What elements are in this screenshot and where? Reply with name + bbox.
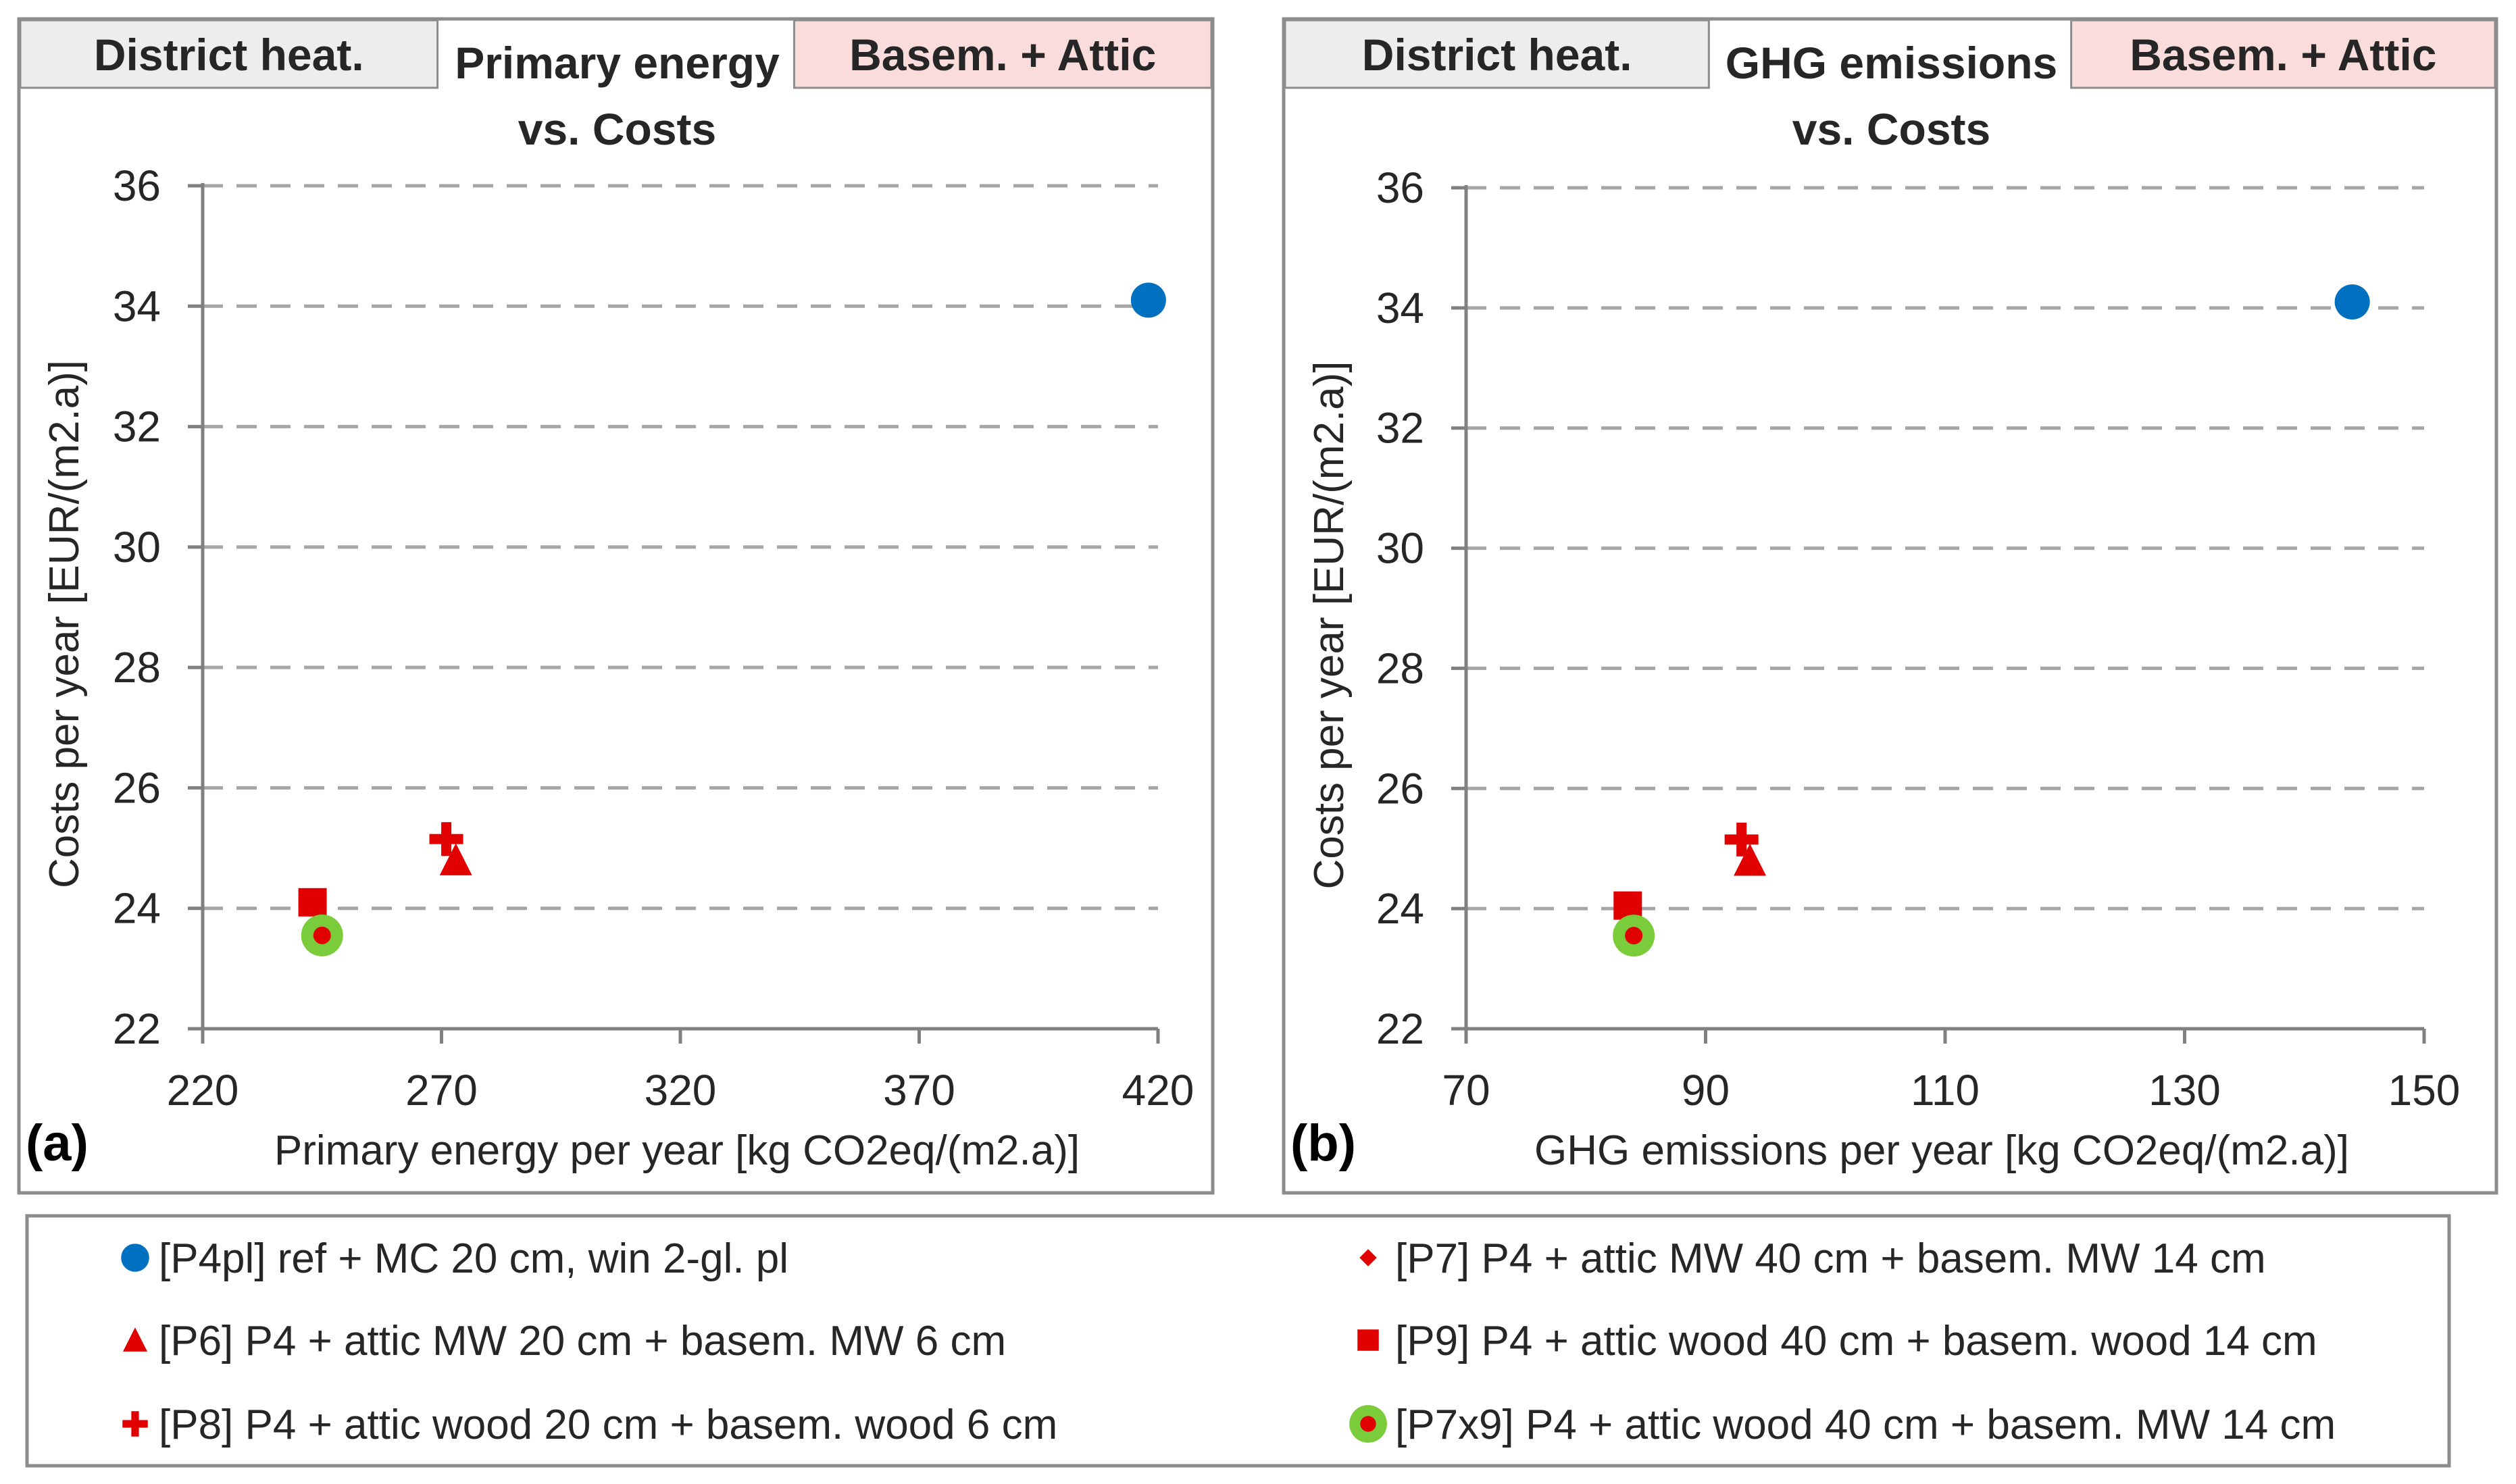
chart-b-y-tick-label-28: 28 <box>1376 644 1424 692</box>
chart-b-title-line-1: GHG emissions <box>1726 38 2058 88</box>
chart-b-y-tick-label-30: 30 <box>1376 524 1424 573</box>
chart-a-y-tick-label-36: 36 <box>113 161 161 210</box>
chart-b-x-tick-label-90: 90 <box>1682 1066 1730 1115</box>
chart-b-tab-right-label: Basem. + Attic <box>2130 30 2436 80</box>
chart-a-point-p6 <box>439 843 472 875</box>
chart-panel-a: District heat. Basem. + Attic Primary ener… <box>17 17 1215 1195</box>
chart-b-tab-left <box>1284 19 1710 89</box>
chart-b-point-p6 <box>1734 844 1767 876</box>
chart-a-y-axis-label: Costs per year [EUR/(m2.a)] <box>41 360 88 888</box>
chart-a-frame <box>17 17 1215 1195</box>
legend-marker-1-shape <box>121 1244 149 1272</box>
chart-b-point-p8 <box>1724 822 1759 856</box>
legend-marker-6-center <box>1360 1416 1376 1432</box>
chart-a-y-tick-label-24: 24 <box>113 884 161 933</box>
chart-a-point-p8 <box>429 822 463 856</box>
chart-a-tab-left <box>19 19 439 89</box>
chart-a-point-p7x9-center <box>313 926 331 944</box>
chart-b-point-p4pl-shape <box>2334 284 2370 319</box>
legend-label-2: [P7] P4 + attic MW 40 cm + basem. MW 14 … <box>1395 1235 2266 1282</box>
chart-b-point-p8-bar-v <box>1736 822 1747 856</box>
chart-a-x-tick-label-320: 320 <box>645 1066 717 1115</box>
chart-a-y-tick-label-30: 30 <box>113 523 161 571</box>
chart-b-title-line-2: vs. Costs <box>1792 104 1990 154</box>
chart-b-x-tick-label-150: 150 <box>2388 1066 2461 1115</box>
chart-b-frame <box>1282 17 2498 1195</box>
chart-a-tab-right <box>792 19 1213 89</box>
chart-a-point-p8-bar-v <box>441 822 452 856</box>
chart-b-x-tick-label-110: 110 <box>1911 1066 1980 1115</box>
chart-a-point-p6-shape <box>439 843 472 875</box>
chart-b-x-tick-label-130: 130 <box>2148 1066 2221 1115</box>
chart-a-panel-label: (a) <box>26 1115 89 1172</box>
chart-b-tab-left-label: District heat. <box>1362 30 1632 80</box>
chart-b-point-p6-shape <box>1734 844 1767 876</box>
legend-marker-2-shape <box>1359 1249 1377 1266</box>
chart-b-x-tick-label-70: 70 <box>1442 1066 1490 1115</box>
legend-marker-4-shape <box>1357 1329 1379 1351</box>
chart-a-point-p9-shape <box>298 888 327 917</box>
chart-b-y-tick-label-24: 24 <box>1376 884 1424 933</box>
legend: [P4pl] ref + MC 20 cm, win 2-gl. pl [P7] … <box>25 1214 2451 1468</box>
legend-marker-1 <box>121 1244 149 1272</box>
chart-b-y-tick-label-22: 22 <box>1376 1004 1424 1053</box>
chart-a-point-p4pl <box>1130 282 1166 318</box>
chart-a-title-line-1: Primary energy <box>455 38 780 88</box>
chart-a-y-tick-label-22: 22 <box>113 1004 161 1053</box>
chart-b-y-tick-label-32: 32 <box>1376 404 1424 453</box>
legend-label-5: [P8] P4 + attic wood 20 cm + basem. wood… <box>159 1402 1057 1448</box>
chart-b-point-p7x9-center <box>1625 927 1643 945</box>
chart-a-x-tick-label-270: 270 <box>405 1066 478 1115</box>
legend-label-1: [P4pl] ref + MC 20 cm, win 2-gl. pl <box>159 1235 788 1282</box>
chart-a-tab-left-label: District heat. <box>94 30 364 80</box>
chart-b-point-p4pl <box>2334 284 2370 319</box>
legend-marker-4 <box>1357 1329 1379 1351</box>
chart-a-x-tick-label-220: 220 <box>167 1066 239 1115</box>
chart-a-point-p9 <box>298 888 327 917</box>
chart-b-x-axis-label: GHG emissions per year [kg CO2eq/(m2.a)] <box>1534 1127 2349 1174</box>
legend-label-6: [P7x9] P4 + attic wood 40 cm + basem. MW… <box>1395 1402 2336 1448</box>
chart-a-y-tick-label-34: 34 <box>113 282 161 330</box>
legend-marker-3-shape <box>123 1327 147 1352</box>
chart-b-panel-label: (b) <box>1290 1115 1356 1172</box>
chart-b-y-tick-label-26: 26 <box>1376 764 1424 813</box>
legend-frame <box>25 1214 2451 1468</box>
chart-a-x-axis-label: Primary energy per year [kg CO2eq/(m2.a)… <box>274 1127 1080 1174</box>
chart-a-tab-right-label: Basem. + Attic <box>849 30 1156 80</box>
chart-panel-b: District heat. Basem. + Attic GHG emission… <box>1282 17 2498 1195</box>
legend-marker-3 <box>123 1327 147 1352</box>
legend-marker-5 <box>122 1411 148 1437</box>
chart-b-y-tick-label-34: 34 <box>1376 284 1424 332</box>
chart-b-point-p7x9 <box>1613 915 1655 957</box>
chart-a-x-tick-label-370: 370 <box>883 1066 955 1115</box>
chart-a-x-tick-label-420: 420 <box>1122 1066 1194 1115</box>
legend-label-4: [P9] P4 + attic wood 40 cm + basem. wood… <box>1395 1318 2317 1364</box>
legend-marker-5-bar-v <box>131 1411 139 1437</box>
chart-a-title-line-2: vs. Costs <box>518 104 716 154</box>
chart-b-y-axis-label: Costs per year [EUR/(m2.a)] <box>1306 361 1353 889</box>
legend-marker-2 <box>1359 1249 1377 1266</box>
chart-b-y-tick-label-36: 36 <box>1376 163 1424 212</box>
chart-a-y-tick-label-26: 26 <box>113 763 161 812</box>
chart-a-y-tick-label-28: 28 <box>113 643 161 692</box>
legend-label-3: [P6] P4 + attic MW 20 cm + basem. MW 6 c… <box>159 1318 1006 1364</box>
chart-a-point-p4pl-shape <box>1130 282 1166 318</box>
legend-marker-6 <box>1349 1405 1387 1443</box>
chart-b-tab-right <box>2070 19 2496 89</box>
chart-a-point-p7x9 <box>301 914 343 956</box>
chart-a-y-tick-label-32: 32 <box>113 403 161 451</box>
